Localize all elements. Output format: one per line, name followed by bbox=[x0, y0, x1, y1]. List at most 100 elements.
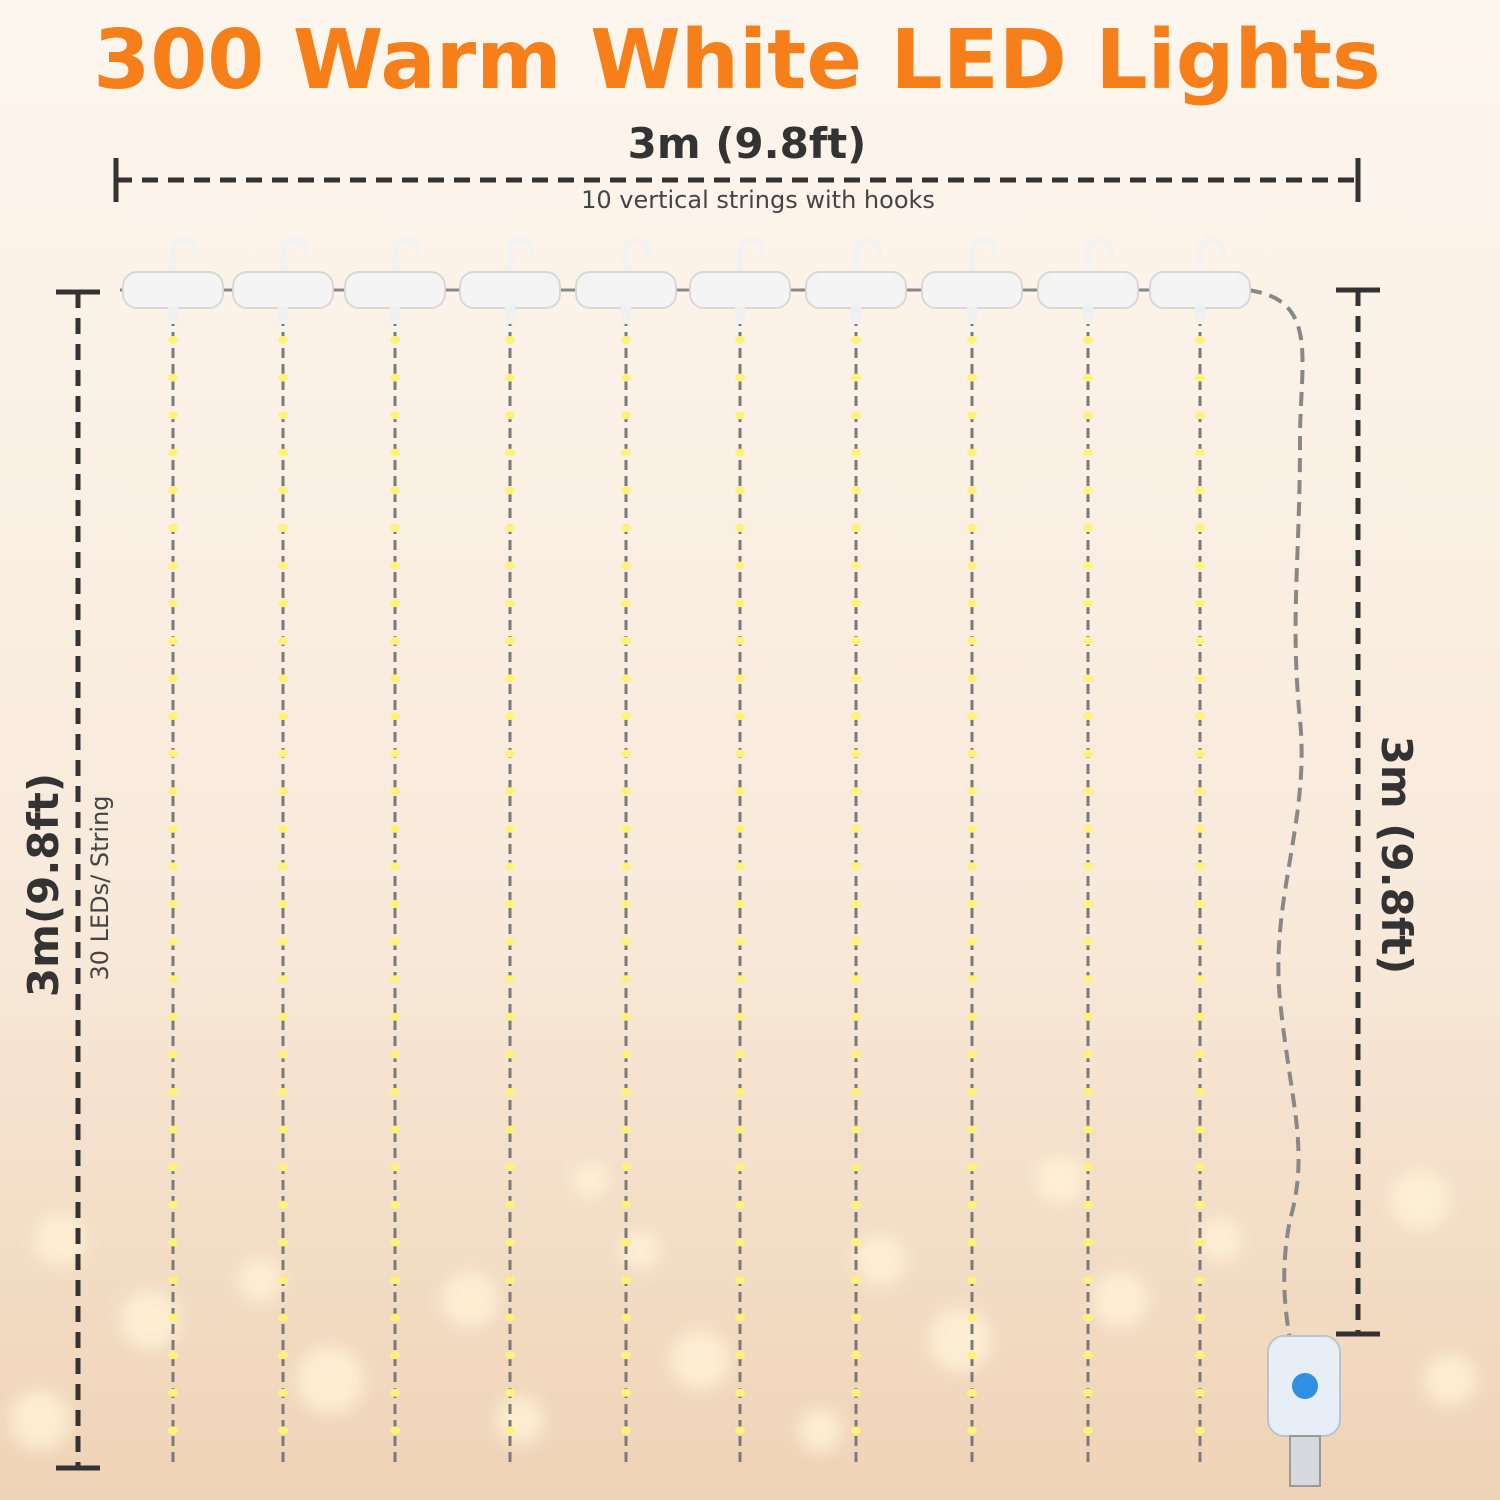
led bbox=[168, 787, 178, 796]
led bbox=[505, 975, 515, 984]
led bbox=[505, 1125, 515, 1134]
led bbox=[1195, 1276, 1205, 1284]
led bbox=[168, 900, 178, 908]
led bbox=[621, 674, 631, 683]
led bbox=[1195, 336, 1205, 344]
led bbox=[278, 599, 288, 608]
led bbox=[1195, 1050, 1205, 1059]
led bbox=[1083, 975, 1093, 984]
led bbox=[1083, 937, 1093, 946]
led bbox=[278, 448, 288, 457]
led bbox=[168, 1351, 178, 1360]
led bbox=[1195, 1012, 1205, 1021]
left-dimension: 3m(9.8ft) 30 LEDs/ String bbox=[19, 289, 114, 1471]
led bbox=[967, 486, 977, 495]
connector bbox=[1149, 271, 1251, 309]
led bbox=[168, 599, 178, 608]
led bbox=[851, 1238, 861, 1247]
led bbox=[390, 1238, 400, 1247]
led bbox=[168, 1163, 178, 1172]
width-label: 3m (9.8ft) bbox=[628, 119, 867, 168]
led bbox=[967, 1426, 977, 1435]
led bbox=[1083, 749, 1093, 758]
led bbox=[621, 524, 631, 532]
led bbox=[1083, 862, 1093, 871]
connector bbox=[575, 271, 677, 309]
led bbox=[278, 1088, 288, 1096]
title: 300 Warm White LED Lights bbox=[93, 13, 1381, 108]
led bbox=[851, 900, 861, 908]
led bbox=[735, 900, 745, 908]
led bbox=[851, 336, 861, 344]
left-height-note: 30 LEDs/ String bbox=[86, 795, 114, 980]
led bbox=[505, 1163, 515, 1172]
led bbox=[390, 599, 400, 608]
led bbox=[735, 975, 745, 984]
led bbox=[278, 1388, 288, 1397]
led bbox=[390, 1200, 400, 1209]
led bbox=[1195, 524, 1205, 532]
led bbox=[735, 336, 745, 344]
led bbox=[1083, 411, 1093, 420]
led bbox=[621, 1200, 631, 1209]
usb-plug bbox=[1289, 1435, 1321, 1487]
led bbox=[1195, 561, 1205, 570]
led bbox=[1083, 787, 1093, 796]
led bbox=[390, 411, 400, 420]
led bbox=[1083, 1426, 1093, 1435]
led bbox=[278, 336, 288, 344]
width-dimension: 3m (9.8ft) 10 vertical strings with hook… bbox=[113, 119, 1361, 214]
led bbox=[735, 824, 745, 833]
led bbox=[967, 524, 977, 532]
led bbox=[735, 448, 745, 457]
hook bbox=[623, 237, 651, 271]
led bbox=[851, 1163, 861, 1172]
led bbox=[168, 336, 178, 344]
led bbox=[1083, 524, 1093, 532]
led bbox=[1083, 1238, 1093, 1247]
left-height-label: 3m(9.8ft) bbox=[19, 773, 68, 997]
led bbox=[967, 1276, 977, 1284]
led bbox=[390, 373, 400, 382]
led bbox=[967, 1088, 977, 1096]
connector bbox=[689, 271, 791, 309]
led bbox=[735, 636, 745, 645]
led bbox=[851, 975, 861, 984]
led bbox=[1195, 900, 1205, 908]
led bbox=[851, 1426, 861, 1435]
led bbox=[168, 674, 178, 683]
light-strings bbox=[120, 237, 1251, 1465]
led bbox=[621, 712, 631, 720]
led bbox=[1083, 1125, 1093, 1134]
led bbox=[1083, 674, 1093, 683]
led bbox=[168, 1200, 178, 1209]
led bbox=[505, 937, 515, 946]
led bbox=[967, 636, 977, 645]
bokeh-light bbox=[296, 1346, 364, 1414]
led bbox=[278, 1238, 288, 1247]
led bbox=[1083, 486, 1093, 495]
led bbox=[278, 636, 288, 645]
led bbox=[851, 1388, 861, 1397]
led bbox=[505, 824, 515, 833]
bokeh-light bbox=[238, 1258, 282, 1302]
led bbox=[735, 1050, 745, 1059]
led bbox=[390, 636, 400, 645]
led bbox=[278, 975, 288, 984]
led bbox=[505, 486, 515, 495]
led bbox=[1083, 824, 1093, 833]
led bbox=[621, 1088, 631, 1096]
bokeh-light bbox=[34, 1214, 86, 1266]
led bbox=[505, 336, 515, 344]
led bbox=[505, 1200, 515, 1209]
led bbox=[967, 1200, 977, 1209]
led bbox=[168, 749, 178, 758]
led bbox=[278, 787, 288, 796]
led bbox=[505, 787, 515, 796]
bokeh-light bbox=[120, 1290, 180, 1350]
led bbox=[621, 1313, 631, 1322]
bokeh-light bbox=[1198, 1218, 1242, 1262]
led bbox=[505, 1050, 515, 1059]
led bbox=[278, 486, 288, 495]
led bbox=[851, 824, 861, 833]
